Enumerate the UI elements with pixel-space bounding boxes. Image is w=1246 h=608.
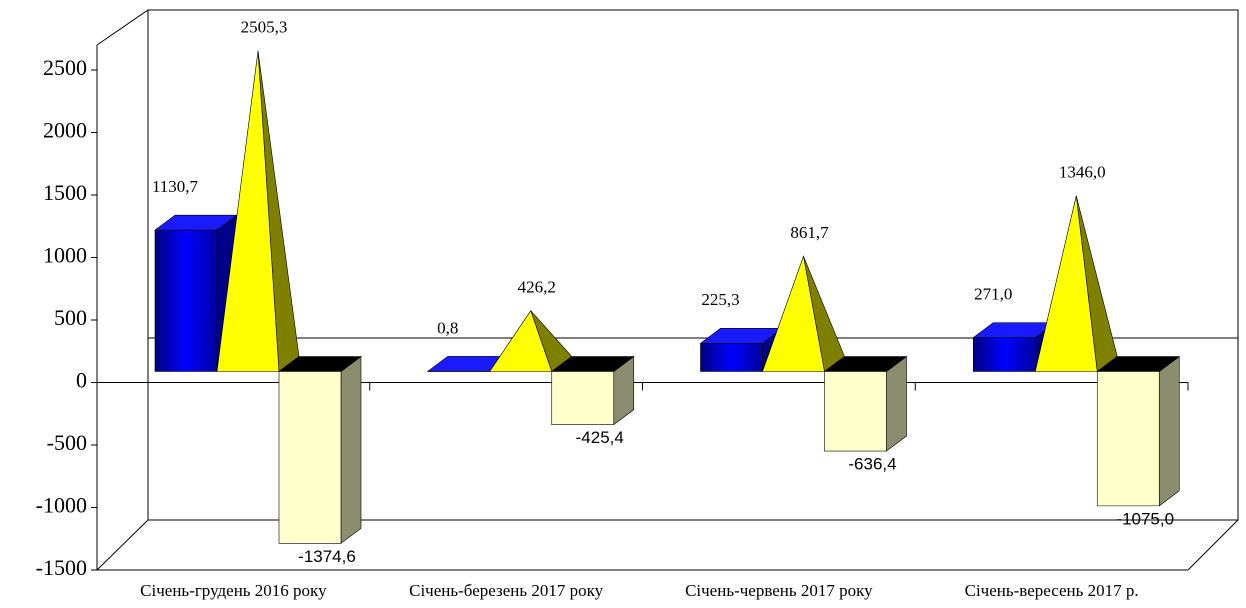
- y-tick-label: 2000: [43, 118, 87, 143]
- bar: -1075,0: [1096, 355, 1181, 528]
- x-tick-label: Січень-березень 2017 року: [409, 581, 604, 600]
- bar-side: [886, 355, 907, 452]
- pyramid-front: [489, 310, 553, 372]
- bar-front: [551, 371, 615, 425]
- y-tick-label: -500: [47, 430, 87, 455]
- bar-front: [154, 229, 218, 372]
- pyramid-front: [216, 50, 280, 372]
- value-label: 0,8: [437, 318, 458, 337]
- bar-front: [1096, 371, 1160, 507]
- value-label: 426,2: [518, 278, 556, 297]
- bar-side: [1158, 355, 1180, 507]
- value-label: 1130,7: [152, 177, 199, 196]
- y-tick-label: 1500: [43, 180, 87, 205]
- value-label: -636,4: [848, 455, 896, 474]
- bar: -636,4: [823, 355, 908, 474]
- value-label: -1374,6: [298, 547, 356, 566]
- value-label: 1346,0: [1059, 163, 1106, 182]
- bar-front: [278, 371, 342, 544]
- value-label: 861,7: [790, 223, 829, 242]
- value-label: 2505,3: [241, 18, 288, 37]
- y-tick-label: -1500: [36, 555, 87, 580]
- bar-front: [824, 371, 887, 452]
- pyramid: 861,7: [762, 223, 845, 373]
- bar: -1374,6: [278, 355, 362, 566]
- x-tick-label: Січень-вересень 2017 р.: [965, 581, 1139, 600]
- pyramid: 426,2: [489, 278, 573, 372]
- pyramid-front: [1034, 195, 1098, 372]
- pyramid: 1346,0: [1034, 163, 1118, 373]
- y-tick-label: -1000: [36, 493, 87, 518]
- bar: -425,4: [550, 355, 635, 447]
- pyramid-front: [762, 255, 825, 372]
- y-tick-label: 500: [54, 305, 87, 330]
- value-label: 271,0: [974, 285, 1012, 304]
- x-tick-label: Січень-грудень 2016 року: [140, 581, 327, 600]
- bar-front: [700, 343, 763, 372]
- bar-front: [972, 337, 1036, 372]
- value-label: -1075,0: [1116, 509, 1174, 528]
- bar-side: [340, 355, 362, 544]
- y-tick-label: 2500: [43, 55, 87, 80]
- value-label: 225,3: [701, 290, 739, 309]
- x-tick-label: Січень-червень 2017 року: [685, 581, 873, 600]
- y-tick-label: 1000: [43, 243, 87, 268]
- y-tick-label: 0: [76, 368, 87, 393]
- value-label: -425,4: [576, 428, 624, 447]
- pyramid: 2505,3: [216, 18, 300, 373]
